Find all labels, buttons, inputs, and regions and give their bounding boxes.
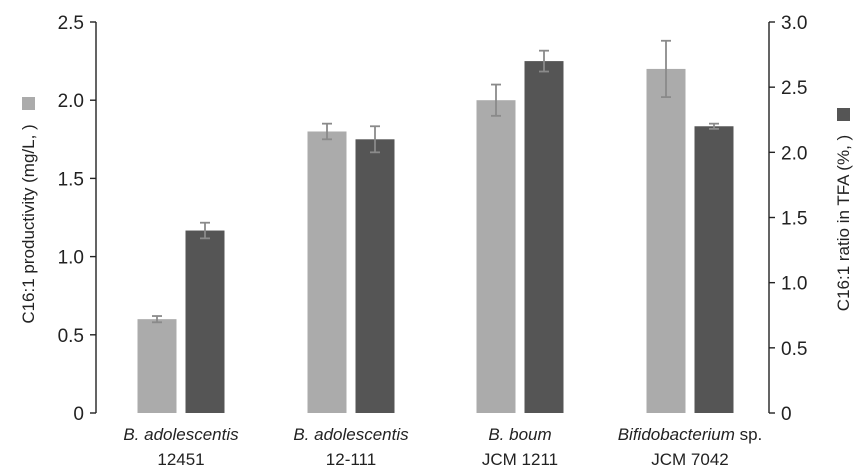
category-name-italic: Bifidobacterium <box>618 425 735 444</box>
category-label-id: 12451 <box>157 450 204 469</box>
bar-series-1 <box>646 68 686 414</box>
left-axis-legend-swatch <box>22 97 35 110</box>
bar-series-1 <box>307 131 347 414</box>
left-tick-label: 2.0 <box>58 91 84 112</box>
bars <box>137 61 734 414</box>
left-tick-label: 1.0 <box>58 248 84 269</box>
bar-series-2 <box>355 139 395 414</box>
category-label-id: JCM 1211 <box>482 450 558 469</box>
left-axis-title-group: C16:1 productivity (mg/L, ) <box>19 97 38 324</box>
category-label-id: JCM 7042 <box>651 450 728 469</box>
category-name-italic: B. adolescentis <box>293 425 409 444</box>
left-tick-label: 0 <box>73 404 84 425</box>
bar-series-1 <box>476 100 516 413</box>
right-y-ticks: 0 0.5 1.0 1.5 2.0 2.5 3.0 <box>769 13 807 425</box>
category-name-italic: B. adolescentis <box>123 425 239 444</box>
bar-series-1 <box>137 319 177 413</box>
left-axis-title: C16:1 productivity (mg/L, ) <box>19 124 38 323</box>
left-tick-label: 1.5 <box>58 169 84 190</box>
right-tick-label: 2.5 <box>781 78 807 99</box>
right-tick-label: 0 <box>781 404 792 425</box>
category-name-suffix: sp. <box>735 425 762 444</box>
category-label-name: Bifidobacterium sp. <box>618 425 763 444</box>
error-bars <box>152 39 719 324</box>
category-label-id: 12-111 <box>326 450 376 469</box>
right-axis-legend-swatch <box>837 108 850 121</box>
bar-series-2 <box>694 126 734 414</box>
right-tick-label: 3.0 <box>781 13 807 34</box>
category-label-name: B. boum <box>488 425 551 444</box>
bar-series-2 <box>185 230 225 413</box>
right-tick-label: 2.0 <box>781 143 807 164</box>
left-y-ticks: 0 0.5 1.0 1.5 2.0 2.5 <box>58 13 96 425</box>
right-axis-title: C16:1 ratio in TFA (%, ) <box>834 135 853 311</box>
right-tick-label: 0.5 <box>781 339 807 360</box>
left-tick-label: 0.5 <box>58 326 84 347</box>
right-tick-label: 1.5 <box>781 209 807 230</box>
right-tick-label: 1.0 <box>781 274 807 295</box>
category-label-name: B. adolescentis <box>123 425 239 444</box>
right-axis-title-group: C16:1 ratio in TFA (%, ) <box>834 108 853 311</box>
bar-series-2 <box>524 61 564 413</box>
category-label-name: B. adolescentis <box>293 425 409 444</box>
category-name-italic: B. boum <box>488 425 551 444</box>
category-labels: B. adolescentis 12451 B. adolescentis 12-11… <box>123 425 762 469</box>
left-tick-label: 2.5 <box>58 13 84 34</box>
